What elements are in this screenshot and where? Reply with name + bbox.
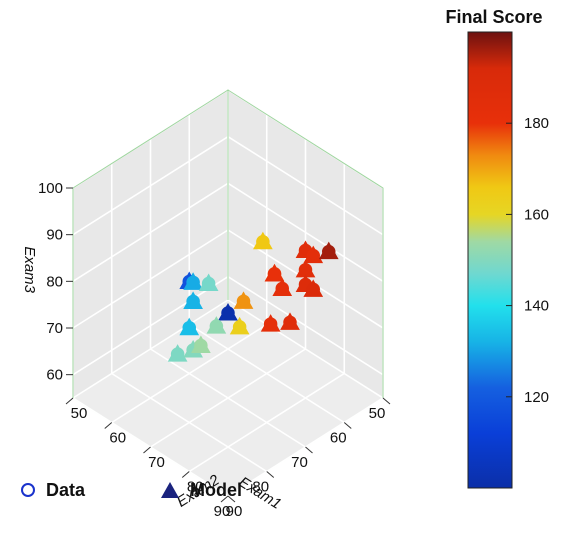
right-wall-grid-line-z [227, 182, 384, 283]
floor-grid-line-y [111, 323, 268, 424]
data-circle-marker [283, 315, 297, 330]
data-circle-marker [186, 294, 200, 309]
data-circle-marker [322, 244, 336, 259]
x-tick-mark [266, 471, 275, 478]
data-circle-marker [221, 306, 235, 320]
x-tick-label: 90 [214, 503, 231, 520]
data-circle-marker [298, 263, 313, 277]
legend-data-label: Data [46, 479, 86, 500]
right-wall-grid-line-z [227, 275, 384, 376]
floor-grid-line-y [188, 372, 345, 473]
pane-edge [227, 89, 384, 189]
data-points [167, 231, 339, 362]
data-circle-marker [263, 317, 278, 331]
x-tick-label: 50 [369, 405, 386, 422]
data-circle-marker [201, 276, 216, 291]
colorbar-title: Final Score [445, 7, 542, 27]
legend-model: Model [160, 472, 242, 508]
colorbar-ticks: 120 140 160 180 [506, 115, 549, 406]
data-circle-marker [236, 294, 251, 309]
y-tick-mark [143, 446, 151, 454]
data-circle-marker [186, 275, 200, 290]
data-circle-marker [209, 319, 224, 333]
data-circle-marker [275, 281, 289, 296]
data-circle-marker [256, 234, 270, 249]
data-circle-marker [306, 282, 320, 297]
triangle-icon [161, 482, 179, 498]
y-tick-label: 90 [226, 503, 243, 520]
z-tick-label: 70 [46, 320, 63, 337]
legend-model-label: Model [190, 479, 242, 500]
z-tick-label: 90 [46, 227, 63, 244]
y-tick-mark [65, 397, 74, 405]
data-circle-marker [306, 248, 320, 263]
axis-ticks: 50 60 70 80 90 50 60 70 80 90 60 70 80 90 100 [38, 180, 391, 520]
left-wall-grid-line-z [72, 135, 229, 236]
x-tick-mark [382, 397, 391, 405]
x-tick-mark [227, 495, 236, 503]
z-axis-title: Exam3 [21, 246, 38, 293]
data-circle-marker [232, 320, 247, 334]
open-circle-icon [21, 483, 35, 497]
data-circle-marker [170, 347, 185, 361]
right-wall-grid-line-z [227, 135, 384, 236]
z-tick-label: 80 [46, 273, 63, 290]
data-circle-marker [182, 320, 196, 335]
colorbar [467, 31, 513, 489]
colorbar-tick-label: 180 [524, 115, 549, 132]
x-tick-label: 60 [330, 430, 347, 447]
left-wall-grid-line-z [72, 229, 229, 329]
y-tick-mark [220, 495, 229, 503]
z-tick-label: 60 [46, 367, 63, 384]
y-tick-label: 70 [148, 454, 165, 471]
x-tick-label: 70 [291, 454, 308, 471]
pane-edge [72, 89, 229, 189]
data-circle-marker [194, 338, 208, 353]
x-tick-label: 80 [252, 479, 269, 496]
legend-data: Data [20, 472, 85, 508]
colorbar-tick-label: 140 [524, 298, 549, 315]
y-tick-label: 60 [109, 430, 126, 447]
y-tick-label: 50 [71, 405, 88, 422]
y-tick-mark [181, 471, 190, 478]
left-wall-grid-line-z [72, 275, 229, 376]
data-circle-marker [267, 267, 282, 281]
y-tick-mark [104, 422, 113, 429]
left-wall-grid-line-z [72, 182, 229, 283]
x-tick-mark [343, 422, 352, 429]
z-tick-label: 100 [38, 180, 63, 197]
y-tick-label: 80 [187, 479, 204, 496]
floor-grid-line-y [150, 348, 306, 448]
colorbar-tick-label: 120 [524, 389, 549, 406]
x-tick-mark [305, 446, 313, 454]
colorbar-tick-label: 160 [524, 206, 549, 223]
floor-grid-line-y [72, 299, 229, 399]
